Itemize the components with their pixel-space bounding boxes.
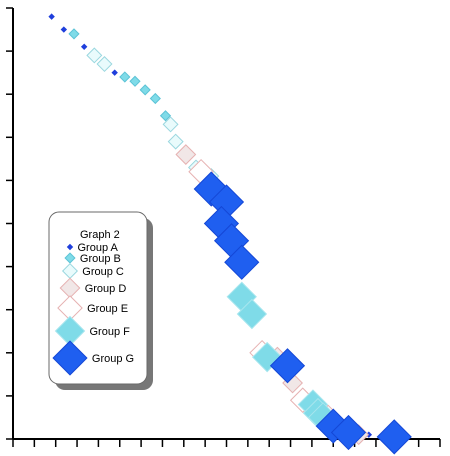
legend-marker (66, 243, 74, 251)
legend-label: Group D (85, 283, 127, 295)
data-point (48, 13, 55, 20)
data-point (60, 26, 68, 33)
data-point (269, 348, 306, 384)
data-point (236, 298, 268, 330)
legend-label: Group E (87, 303, 128, 315)
data-point (376, 419, 412, 455)
legend-label: Group F (90, 326, 131, 338)
data-point (111, 69, 118, 76)
data-point (80, 43, 88, 50)
data-point (224, 244, 260, 280)
data-points (48, 13, 412, 455)
legend-marker (52, 340, 88, 376)
series-group-b (68, 28, 172, 122)
data-point (68, 28, 80, 40)
data-point (167, 133, 184, 150)
data-point (119, 71, 131, 83)
data-point (175, 144, 197, 165)
legend-marker (64, 252, 76, 264)
data-point (86, 47, 103, 64)
legend-label: Group C (82, 266, 124, 278)
data-point (129, 75, 141, 87)
data-point (149, 92, 161, 105)
series-group-f (226, 281, 339, 433)
data-point (162, 116, 179, 133)
series-group-g (193, 171, 412, 455)
data-point (96, 56, 113, 73)
legend-label: Group B (80, 253, 121, 265)
legend-title: Graph 2 (80, 229, 120, 241)
axes (6, 7, 441, 447)
data-point (139, 84, 151, 96)
legend-label: Group G (92, 353, 134, 365)
data-point (330, 414, 367, 451)
legend-label: Group A (78, 242, 119, 254)
data-point (159, 110, 172, 122)
